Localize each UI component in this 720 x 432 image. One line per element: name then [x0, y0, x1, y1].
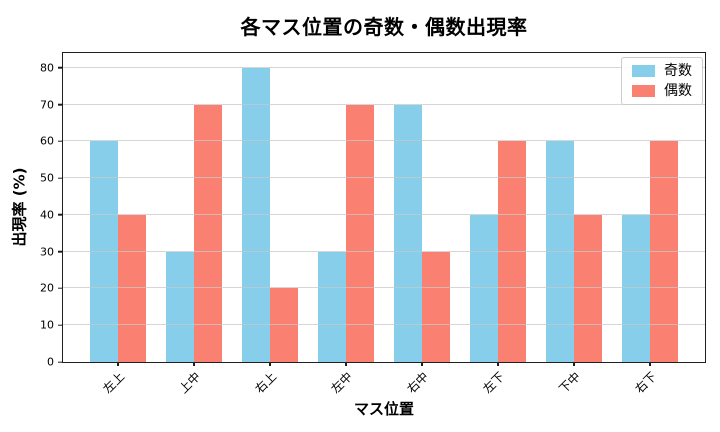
x-tick-mark	[345, 362, 347, 366]
y-tick-mark	[58, 67, 63, 69]
bar-偶数	[118, 214, 146, 362]
legend-swatch	[632, 85, 655, 97]
y-tick-label: 60	[40, 134, 54, 148]
bar-偶数	[574, 214, 602, 362]
y-tick-label: 30	[40, 245, 54, 259]
bar-偶数	[650, 141, 678, 362]
bar-奇数	[90, 141, 118, 362]
x-tick-label: 左下	[480, 369, 508, 397]
bar-偶数	[422, 251, 450, 362]
bar-group: 左中	[308, 53, 384, 396]
bar-奇数	[318, 251, 346, 362]
x-tick-label: 右上	[252, 369, 280, 397]
x-tick-mark	[573, 362, 575, 366]
y-axis-label: 出現率 (%)	[10, 167, 29, 247]
x-tick-label: 上中	[176, 369, 204, 397]
legend-label: 偶数	[664, 83, 692, 99]
x-tick-mark	[497, 362, 499, 366]
bar-奇数	[546, 141, 574, 362]
legend: 奇数 偶数	[621, 57, 703, 105]
bar-偶数	[346, 104, 374, 362]
bar-group: 右中	[384, 53, 460, 396]
chart-title: 各マス位置の奇数・偶数出現率	[240, 15, 528, 39]
y-tick-mark	[58, 177, 63, 179]
bar-奇数	[242, 67, 270, 362]
y-tick-mark	[58, 250, 63, 253]
bar-group: 下中	[536, 53, 612, 396]
bar-group: 左下	[460, 53, 536, 396]
legend-label: 奇数	[664, 63, 692, 79]
bar-group: 左上	[80, 53, 156, 396]
bar-group: 上中	[156, 53, 232, 396]
plot-area: 左上 上中 右上 左中 右中 左下 下中 右下 0 10 20 30 40 50 60 70 80	[40, 52, 706, 396]
x-tick-label: 右中	[404, 369, 432, 397]
bar-偶数	[270, 288, 298, 362]
legend-row: 奇数	[632, 64, 692, 78]
x-tick-label: 左中	[328, 369, 356, 397]
legend-row: 偶数	[632, 84, 692, 98]
y-tick-mark	[58, 324, 63, 326]
bar-奇数	[394, 104, 422, 362]
y-tick-mark	[58, 361, 63, 363]
bar-奇数	[470, 214, 498, 362]
y-tick-label: 0	[47, 355, 54, 369]
y-tick-mark	[58, 140, 63, 142]
x-axis-label: マス位置	[353, 400, 414, 418]
y-tick-mark	[58, 103, 63, 106]
x-tick-label: 左上	[100, 369, 128, 397]
legend-swatch	[632, 65, 655, 77]
y-tick-mark	[58, 287, 63, 290]
y-tick-label: 40	[40, 208, 54, 222]
bar-奇数	[622, 214, 650, 362]
x-tick-label: 右下	[632, 369, 660, 397]
x-tick-mark	[117, 362, 119, 366]
y-tick-label: 70	[40, 98, 54, 111]
bar-奇数	[166, 251, 194, 362]
y-tick-label: 10	[40, 318, 54, 332]
y-tick-mark	[58, 214, 63, 216]
bars-layer: 左上 上中 右上 左中 右中 左下 下中 右下	[80, 53, 688, 396]
x-tick-mark	[421, 362, 423, 366]
bar-偶数	[194, 104, 222, 362]
x-tick-label: 下中	[556, 369, 584, 397]
x-tick-mark	[269, 362, 271, 366]
y-tick-label: 80	[40, 61, 54, 75]
y-tick-label: 50	[40, 171, 54, 185]
bar-偶数	[498, 141, 526, 362]
y-tick-label: 20	[40, 281, 54, 295]
x-tick-mark	[649, 362, 651, 366]
x-tick-mark	[193, 362, 195, 366]
bar-group: 右上	[232, 53, 308, 396]
